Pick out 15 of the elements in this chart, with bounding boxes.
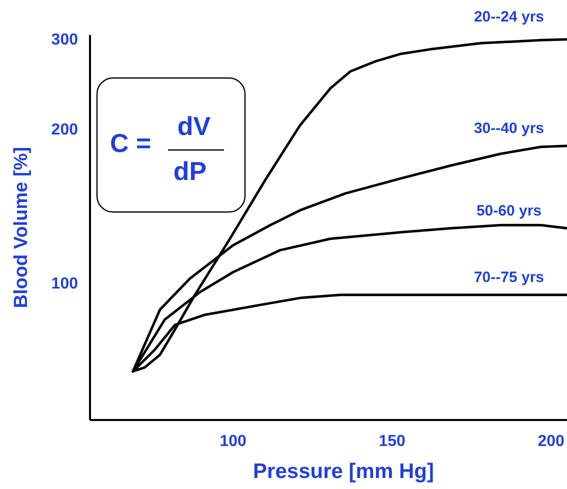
y-tick-label: 100 — [51, 276, 78, 293]
y-axis-title: Blood Volume [%] — [11, 146, 32, 308]
x-tick-label: 150 — [378, 433, 406, 450]
series-label: 70--75 yrs — [474, 268, 544, 286]
series-label: 30--40 yrs — [474, 120, 544, 137]
y-tick-label: 200 — [51, 121, 78, 138]
series-label: 20--24 yrs — [474, 8, 544, 26]
y-tick-label: 300 — [51, 31, 78, 48]
series-label: 50-60 yrs — [476, 202, 542, 220]
annotation: dV — [177, 111, 212, 141]
annotation: C = — [110, 128, 152, 158]
x-axis-title: Pressure [mm Hg] — [253, 460, 434, 483]
x-tick-label: 200 — [538, 433, 565, 450]
annotation: dP — [173, 156, 207, 186]
x-tick-label: 100 — [220, 433, 247, 450]
